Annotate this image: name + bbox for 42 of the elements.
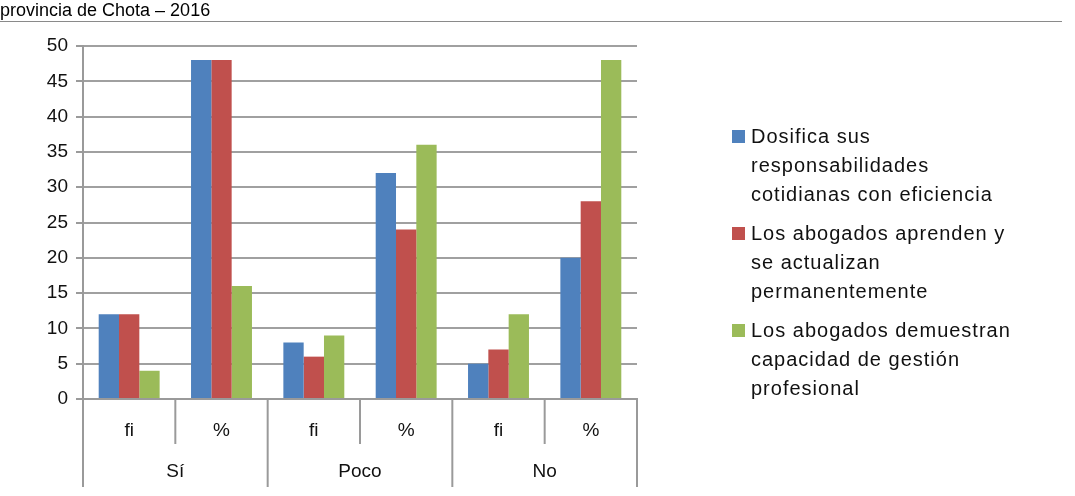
bar [416,144,437,398]
x-tick-label: % [582,418,600,440]
x-tick-label: fi [493,418,504,440]
x-tick-label: fi [124,418,134,440]
y-tick-label: 35 [46,140,68,162]
bar [323,335,345,398]
text: No [532,460,557,482]
bar [375,173,397,398]
y-tick-label: 10 [46,316,68,338]
legend-label: Dosifica sus responsabilidades cotidianas con eficiencia [751,124,994,207]
bar [600,60,622,398]
bar [468,363,489,398]
y-tick-label: 5 [57,351,68,373]
bar [231,286,252,398]
chart-title: provincia de Chota – 2016 [0,0,1062,22]
y-tick-label: 20 [46,246,68,268]
bar [191,60,212,398]
y-tick-label: 0 [57,387,68,409]
legend-label: Los abogados demuestran capacidad de gestión profesional [751,318,1012,401]
bar [211,60,232,398]
y-tick-label: 30 [46,175,68,197]
bar [283,342,304,398]
bar [560,257,581,398]
bar [396,229,417,398]
y-tick-label: 15 [46,281,68,303]
bar [488,349,509,398]
text: Sí [166,460,186,482]
y-tick-label: 25 [46,210,68,232]
y-tick-label: 45 [46,69,68,91]
x-tick-label: % [397,418,415,440]
bar [98,314,120,398]
bar [119,314,140,398]
bar [303,356,324,398]
text: Poco [338,460,382,482]
y-tick-label: 40 [46,104,68,126]
legend-label: Los abogados aprenden y se actualizan permanentemente [751,221,1007,304]
y-tick-label: 50 [46,34,68,56]
bar [508,314,529,398]
bar [580,201,601,398]
x-tick-label: % [213,418,231,440]
bar [139,370,160,398]
x-tick-label: fi [309,418,319,440]
